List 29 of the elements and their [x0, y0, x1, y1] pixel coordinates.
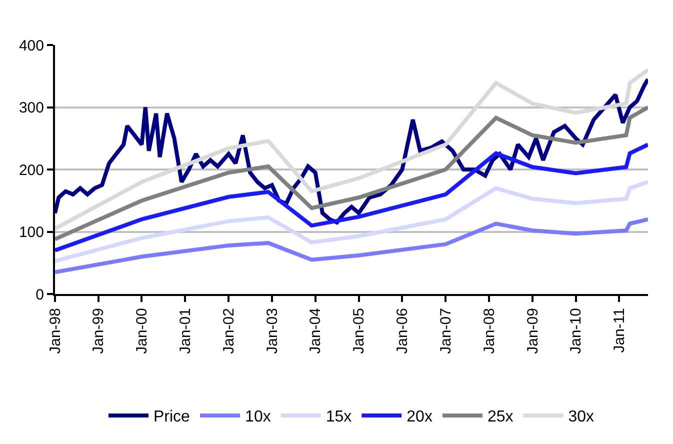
- legend-label: 15x: [326, 408, 352, 426]
- line-series: [55, 142, 648, 252]
- y-tick-label: 200: [18, 162, 44, 179]
- x-tick-label: Jan-11: [611, 308, 628, 353]
- y-tick-label: 400: [18, 37, 44, 54]
- x-tick-label: Jan-99: [90, 308, 108, 354]
- x-tick-label: Jan-01: [177, 308, 194, 354]
- line-series: [55, 180, 648, 264]
- legend-label: Price: [154, 408, 190, 426]
- x-tick-label: Jan-00: [134, 308, 151, 354]
- legend-label: 30x: [568, 408, 594, 426]
- y-tick-label: 100: [18, 224, 44, 241]
- y-tick-label: 0: [36, 286, 44, 304]
- x-tick-label: Jan-06: [394, 308, 412, 354]
- legend-label: 25x: [487, 408, 514, 426]
- x-tick-label: Jan-98: [46, 308, 64, 354]
- x-tick-label: Jan-09: [524, 308, 542, 354]
- x-tick-label: Jan-03: [264, 308, 281, 354]
- x-tick-label: Jan-05: [350, 308, 368, 354]
- x-tick-label: Jan-04: [307, 308, 324, 354]
- x-tick-label: Jan-02: [220, 308, 238, 354]
- x-tick-label: Jan-07: [437, 308, 454, 354]
- line-series: [55, 105, 648, 242]
- legend-label: 20x: [406, 408, 432, 426]
- x-tick-label: Jan-08: [480, 308, 498, 354]
- x-tick-label: Jan-10: [568, 308, 585, 354]
- legend-label: 10x: [245, 408, 271, 426]
- y-tick-label: 300: [18, 100, 44, 116]
- line-series: [55, 217, 648, 274]
